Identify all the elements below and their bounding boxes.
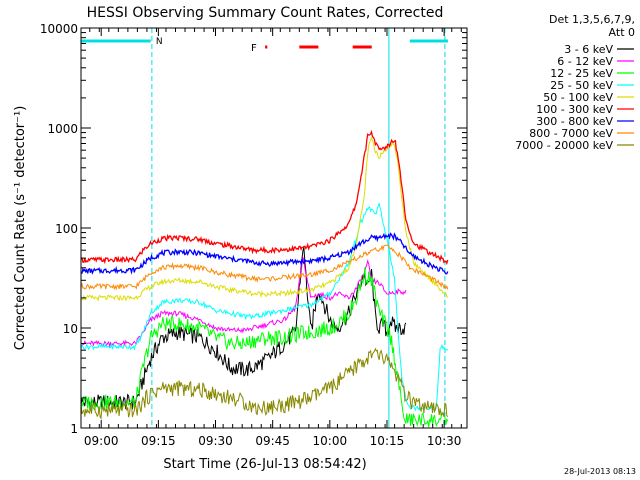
y-tick-label-2: 100 (55, 222, 78, 236)
x-tick-label-6: 10:30 (427, 434, 462, 448)
series-line-300-800kev (81, 232, 449, 275)
x-tick-label-4: 10:00 (313, 434, 348, 448)
legend-label-5: 100 - 300 keV (536, 103, 613, 116)
chart-title: HESSI Observing Summary Count Rates, Cor… (87, 5, 444, 21)
legend-label-7: 800 - 7000 keV (529, 127, 613, 140)
legend-header-line-2: Att 0 (609, 26, 635, 39)
x-tick-label-1: 09:15 (141, 434, 176, 448)
footer-timestamp: 28-Jul-2013 08:13 (564, 467, 636, 476)
x-axis: 09:00 09:15 09:30 09:45 10:00 10:15 10:30 (84, 28, 462, 448)
flare-label: F (251, 43, 257, 54)
y-tick-label-3: 1000 (47, 122, 78, 136)
x-tick-label-0: 09:00 (84, 434, 119, 448)
x-tick-label-3: 09:45 (255, 434, 290, 448)
y-axis: 1 10 100 1000 10000 (40, 22, 467, 436)
legend-label-8: 7000 - 20000 keV (515, 139, 613, 152)
series-line-800-7000kev (81, 244, 449, 291)
series-line-7000-20000kev (81, 347, 449, 420)
series-line-25-50kev (81, 202, 449, 412)
series-line-6-12kev (81, 257, 407, 348)
y-tick-label-4: 10000 (40, 22, 78, 36)
legend-label-2: 12 - 25 keV (550, 67, 613, 80)
x-tick-label-2: 09:30 (198, 434, 233, 448)
legend-label-0: 3 - 6 keV (564, 43, 613, 56)
legend-label-1: 6 - 12 keV (557, 55, 613, 68)
legend-label-3: 25 - 50 keV (550, 79, 613, 92)
y-axis-label: Corrected Count Rate (s⁻¹ detector⁻¹) (13, 106, 28, 351)
plot-annotations: NF (81, 28, 448, 428)
y-tick-label-1: 10 (63, 322, 78, 336)
night-label: N (156, 37, 163, 47)
x-tick-label-5: 10:15 (370, 434, 405, 448)
x-axis-label: Start Time (26-Jul-13 08:54:42) (163, 457, 366, 472)
legend-label-4: 50 - 100 keV (543, 91, 613, 104)
plot-area: NF (81, 28, 449, 428)
legend-header-line-1: Det 1,3,5,6,7,9, (549, 13, 635, 26)
y-tick-label-0: 1 (70, 422, 78, 436)
legend-label-6: 300 - 800 keV (536, 115, 613, 128)
series-line-100-300kev (81, 129, 449, 265)
series-layer (81, 129, 449, 428)
series-line-12-25kev (81, 267, 449, 428)
series-line-50-100kev (81, 136, 449, 302)
